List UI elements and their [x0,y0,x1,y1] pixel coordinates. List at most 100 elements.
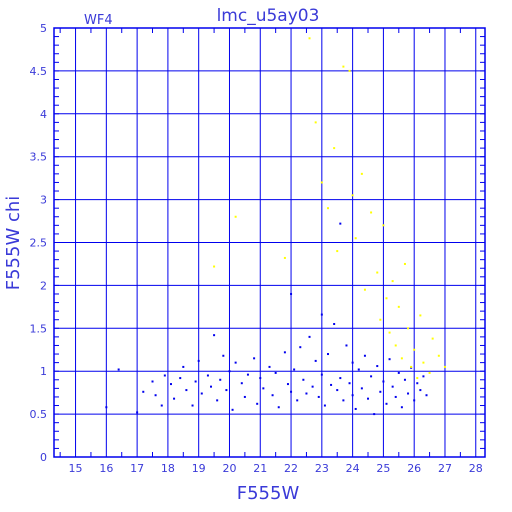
data-point [354,237,357,240]
data-point [413,399,416,402]
series-1 [105,222,428,416]
data-point [342,65,345,68]
data-point [283,351,286,354]
data-point [342,399,345,402]
data-point [400,357,403,360]
data-point [336,389,339,392]
data-point [363,288,366,291]
data-point [182,365,185,368]
data-point [333,323,336,326]
data-point [228,370,231,373]
data-point [382,224,385,227]
data-point [394,395,397,398]
data-point [246,373,249,376]
chip-label: WF4 [84,13,113,28]
data-point [336,250,339,253]
data-point [437,354,440,357]
data-point [367,397,370,400]
data-point [274,371,277,374]
data-point [385,297,388,300]
data-point [305,392,308,395]
data-point [363,354,366,357]
data-point [323,404,326,407]
data-point [403,262,406,265]
data-point [348,69,351,72]
chart-title: lmc_u5ay03 [217,6,320,26]
x-tick-label: 23 [315,462,329,475]
y-tick-label: 4 [40,108,47,121]
data-point [299,346,302,349]
data-point [407,327,410,330]
data-point [388,358,391,361]
data-point [326,353,329,356]
data-point [413,348,416,351]
y-tick-labels: 0 0.5 1 1.5 2 2.5 3 3.5 4 4.5 5 [30,22,48,464]
x-tick-label: 22 [284,462,298,475]
data-point [240,382,243,385]
data-point [191,404,194,407]
data-point [286,383,289,386]
x-tick-label: 17 [130,462,144,475]
data-point [419,314,422,317]
data-point [357,368,360,371]
data-point [317,395,320,398]
data-point [213,334,216,337]
data-point [400,406,403,409]
data-point [200,392,203,395]
data-point [394,344,397,347]
data-point [234,361,237,364]
data-point [373,413,376,416]
data-point [243,395,246,398]
data-point [231,408,234,411]
y-tick-label: 1 [40,365,47,378]
data-point [360,172,363,175]
data-point [256,402,259,405]
data-point [314,359,317,362]
data-point [416,377,419,380]
data-point [419,389,422,392]
data-point [216,399,219,402]
data-point [142,390,145,393]
data-point [234,215,237,218]
data-point [259,377,262,380]
data-points [105,37,446,416]
data-point [296,399,299,402]
data-point [422,361,425,364]
data-point [443,365,446,368]
data-point [197,359,200,362]
y-tick-label: 0 [40,451,47,464]
data-point [293,368,296,371]
data-point [379,318,382,321]
data-point [271,394,274,397]
data-point [163,374,166,377]
data-point [320,181,323,184]
data-point [351,194,354,197]
data-point [262,387,265,390]
data-point [268,365,271,368]
data-point [105,406,108,409]
data-point [151,380,154,383]
data-point [376,271,379,274]
data-point [320,373,323,376]
data-point [314,121,317,124]
x-tick-label: 21 [253,462,267,475]
data-point [219,378,222,381]
data-point [391,385,394,388]
data-point [290,292,293,295]
data-point [397,371,400,374]
data-point [339,377,342,380]
y-tick-label: 3.5 [30,151,48,164]
data-point [425,394,428,397]
data-point [277,406,280,409]
data-point [206,374,209,377]
data-point [213,265,216,268]
data-point [379,390,382,393]
data-point [222,354,225,357]
data-point [351,361,354,364]
data-point [410,365,413,368]
y-tick-label: 2.5 [30,237,48,250]
data-point [391,280,394,283]
data-point [385,402,388,405]
data-point [345,344,348,347]
